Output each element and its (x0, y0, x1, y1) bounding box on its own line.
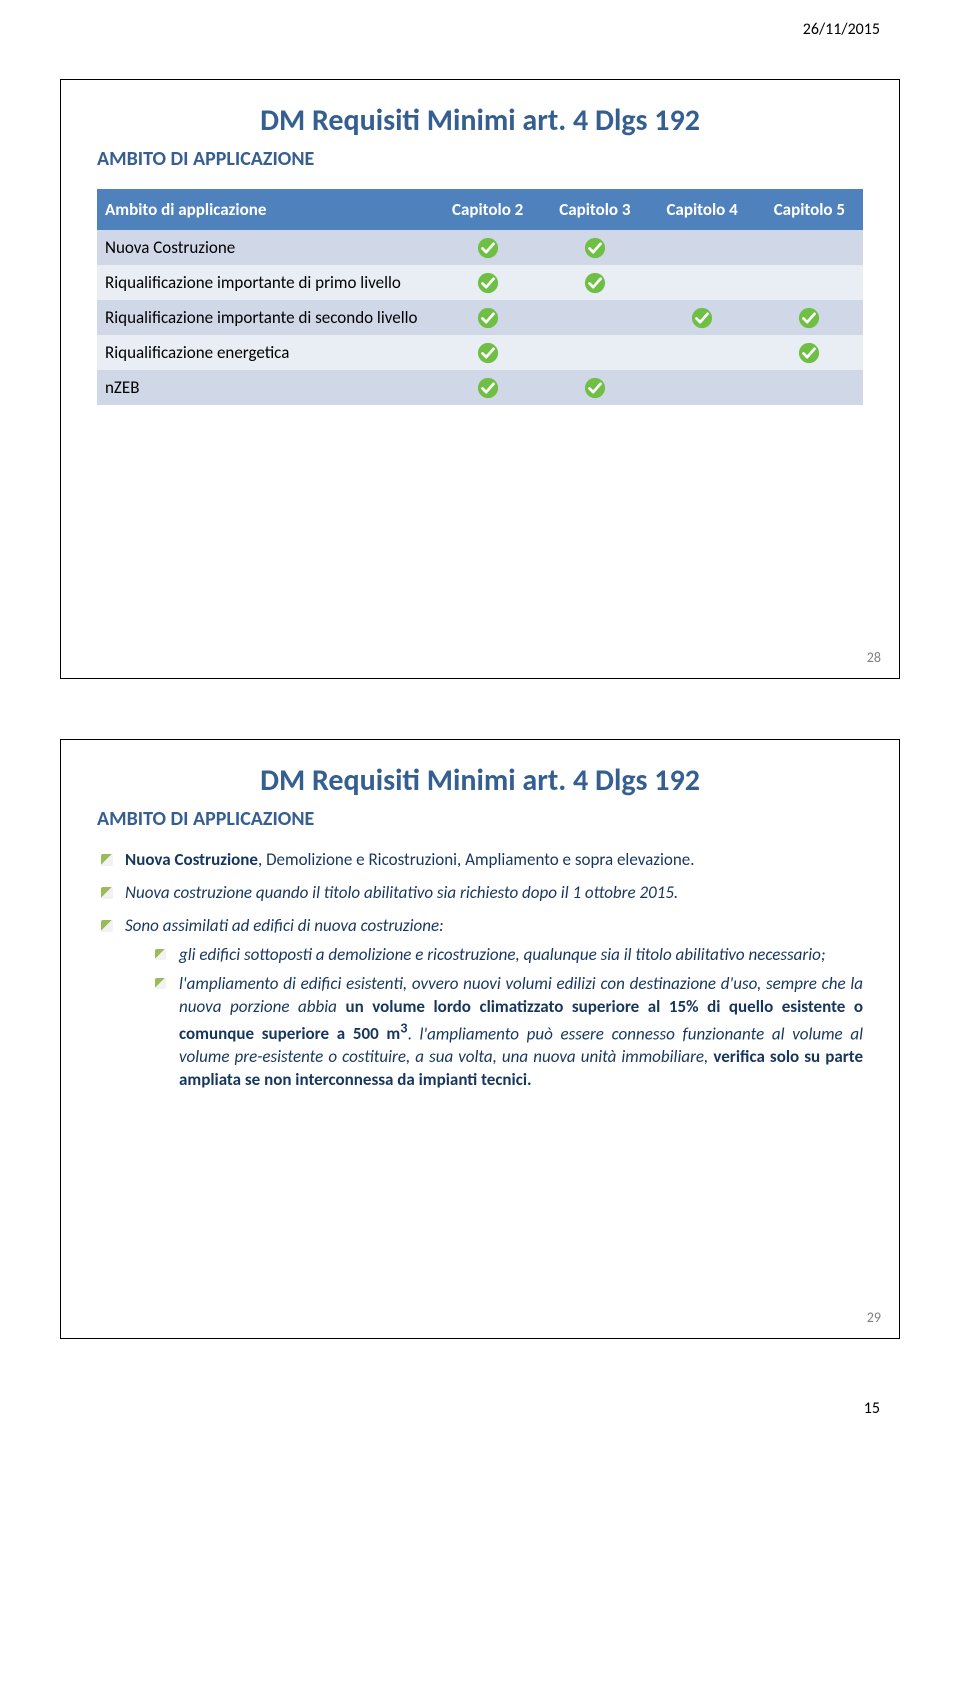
col-header: Capitolo 4 (649, 189, 756, 230)
table-row: Riqualificazione importante di secondo l… (97, 300, 863, 335)
cell (541, 370, 648, 405)
slide-28: DM Requisiti Minimi art. 4 Dlgs 192 AMBI… (60, 79, 900, 679)
slide-title: DM Requisiti Minimi art. 4 Dlgs 192 (97, 762, 863, 799)
row-label: Nuova Costruzione (97, 230, 434, 265)
check-icon (477, 237, 499, 259)
row-label: Riqualificazione importante di secondo l… (97, 300, 434, 335)
cell (649, 335, 756, 370)
check-icon (798, 342, 820, 364)
cell (434, 335, 541, 370)
row-label: Riqualificazione importante di primo liv… (97, 265, 434, 300)
section-label: AMBITO DI APPLICAZIONE (97, 807, 863, 831)
check-icon (477, 342, 499, 364)
sub-list: gli edifici sottoposti a demolizione e r… (125, 944, 863, 1092)
slide-29: DM Requisiti Minimi art. 4 Dlgs 192 AMBI… (60, 739, 900, 1339)
check-icon (584, 237, 606, 259)
check-icon (584, 272, 606, 294)
text: . (407, 1023, 419, 1044)
text: Sono assimilati ad edifici di nuova cost… (125, 915, 444, 936)
text: , Demolizione e Ricostruzioni, Ampliamen… (258, 849, 695, 870)
list-item: l'ampliamento di edifici esistenti, ovve… (153, 973, 863, 1092)
check-icon (798, 307, 820, 329)
text: Nuova Costruzione (125, 849, 258, 870)
row-label: Riqualificazione energetica (97, 335, 434, 370)
table-row: Riqualificazione energetica (97, 335, 863, 370)
slide-number: 29 (867, 1309, 881, 1326)
list-item: Nuova Costruzione, Demolizione e Ricostr… (97, 849, 863, 872)
table-row: nZEB (97, 370, 863, 405)
col-header: Capitolo 3 (541, 189, 648, 230)
cell (541, 265, 648, 300)
check-icon (691, 307, 713, 329)
cell (756, 265, 863, 300)
content-list: Nuova Costruzione, Demolizione e Ricostr… (97, 849, 863, 1092)
cell (541, 300, 648, 335)
table-row: Riqualificazione importante di primo liv… (97, 265, 863, 300)
check-icon (584, 377, 606, 399)
cell (434, 300, 541, 335)
list-item: Sono assimilati ad edifici di nuova cost… (97, 915, 863, 1092)
cell (756, 300, 863, 335)
applicability-table: Ambito di applicazione Capitolo 2 Capito… (97, 189, 863, 405)
row-label: nZEB (97, 370, 434, 405)
cell (649, 230, 756, 265)
date-header: 26/11/2015 (60, 20, 900, 39)
cell (649, 265, 756, 300)
list-item: gli edifici sottoposti a demolizione e r… (153, 944, 863, 967)
cell (434, 370, 541, 405)
cell (649, 370, 756, 405)
check-icon (477, 377, 499, 399)
cell (541, 335, 648, 370)
slide-title: DM Requisiti Minimi art. 4 Dlgs 192 (97, 102, 863, 139)
cell (756, 335, 863, 370)
table-row: Nuova Costruzione (97, 230, 863, 265)
slide-number: 28 (867, 649, 881, 666)
col-header: Capitolo 2 (434, 189, 541, 230)
cell (434, 230, 541, 265)
cell (541, 230, 648, 265)
page-number: 15 (60, 1399, 900, 1418)
cell (434, 265, 541, 300)
check-icon (477, 307, 499, 329)
cell (649, 300, 756, 335)
cell (756, 370, 863, 405)
col-header: Ambito di applicazione (97, 189, 434, 230)
list-item: Nuova costruzione quando il titolo abili… (97, 882, 863, 905)
section-label: AMBITO DI APPLICAZIONE (97, 147, 863, 171)
check-icon (477, 272, 499, 294)
cell (756, 230, 863, 265)
col-header: Capitolo 5 (756, 189, 863, 230)
